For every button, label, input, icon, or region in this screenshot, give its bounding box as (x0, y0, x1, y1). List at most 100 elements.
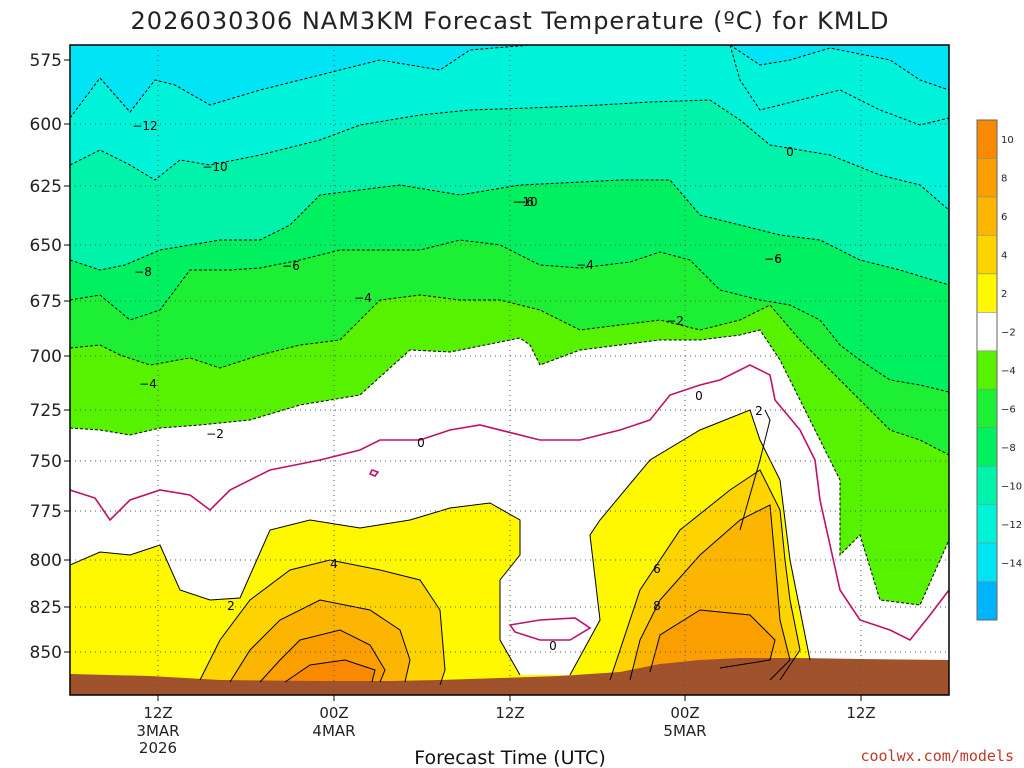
y-tick-label: 825 (30, 598, 62, 618)
colorbar-label: −8 (1001, 443, 1016, 454)
colorbar-label: 6 (1001, 212, 1007, 223)
contour-label: 2 (755, 404, 763, 418)
isotherm-zero-lower (508, 617, 592, 641)
freezing-line-contours (70, 364, 949, 642)
colorbar: 10 8 6 4 2 −2 −4 −6 −8 −10 −12 −14 (976, 119, 1022, 621)
x-tick-label: 12Z (143, 704, 172, 722)
x-tick-label: 12Z (846, 704, 875, 722)
y-tick-label: 625 (30, 177, 62, 197)
contour-label: −8 (134, 265, 152, 279)
contour-label: −10 (512, 195, 537, 209)
contour-label: −4 (354, 291, 372, 305)
grid-lines (70, 45, 949, 695)
fill-band-plus-10 (285, 660, 375, 682)
y-tick-label: 600 (30, 115, 62, 135)
colorbar-swatch (977, 504, 997, 544)
isotherm-minus-2 (70, 329, 949, 606)
colorbar-label: 2 (1001, 289, 1007, 300)
contour-label: −12 (132, 119, 157, 133)
isotherm-minus-8 (70, 179, 949, 286)
contour-label: −2 (206, 427, 224, 441)
contour-label: 4 (330, 557, 338, 571)
solid-positive-contours (70, 409, 811, 686)
contour-label: −4 (576, 258, 594, 272)
colorbar-swatch (977, 312, 997, 352)
colorbar-label: 4 (1001, 251, 1007, 262)
x-tick-date: 5MAR (663, 722, 706, 740)
x-tick-label: 12Z (495, 704, 524, 722)
colorbar-swatch (977, 120, 997, 159)
contour-lines (70, 45, 949, 686)
colorbar-swatch (977, 543, 997, 583)
y-tick-label: 700 (30, 347, 62, 367)
temperature-fills (70, 45, 949, 695)
x-tick-year: 2026 (139, 739, 177, 757)
colorbar-label: 10 (1001, 135, 1014, 146)
y-tick-label: 775 (30, 502, 62, 522)
y-tick-label: 725 (30, 401, 62, 421)
colorbar-label: −12 (1001, 520, 1022, 531)
colorbar-swatch (977, 389, 997, 429)
isotherm-zero-main (70, 364, 949, 642)
contour-label: −10 (202, 160, 227, 174)
isotherm-plus-8 (259, 609, 776, 683)
isotherm-plus-12 (739, 409, 771, 531)
isotherm-zero-pocket (368, 469, 380, 477)
y-tick-label: 675 (30, 292, 62, 312)
x-tick-label: 00Z (670, 704, 699, 722)
colorbar-label: 8 (1001, 174, 1007, 185)
contour-label: 6 (653, 562, 661, 576)
y-tick-label: 750 (30, 452, 62, 472)
isotherm-plus-10 (284, 659, 376, 683)
isotherm-minus-14 (729, 45, 949, 91)
contour-label: −2 (666, 314, 684, 328)
credit-text: coolwx.com/models (860, 747, 1014, 765)
y-tick-label: 850 (30, 643, 62, 663)
isotherm-plus-4 (199, 469, 801, 686)
contour-label: 8 (653, 599, 661, 613)
contour-label: 0 (695, 389, 703, 403)
contour-label: −6 (764, 252, 782, 266)
colorbar-swatch (977, 350, 997, 390)
colorbar-swatch (977, 427, 997, 467)
colorbar-label: −10 (1001, 481, 1022, 492)
isotherm-plus-2 (70, 409, 811, 676)
colorbar-label: −2 (1001, 328, 1016, 339)
colorbar-swatch (977, 466, 997, 506)
isotherm-plus-6 (229, 504, 791, 683)
contour-label: 0 (417, 436, 425, 450)
colorbar-swatch (977, 158, 997, 198)
x-tick-label: 00Z (319, 704, 348, 722)
y-tick-label: 800 (30, 551, 62, 571)
y-tick-label: 575 (30, 51, 62, 71)
colorbar-swatch (977, 235, 997, 275)
isotherm-minus-12 (70, 45, 949, 126)
terrain-fill (70, 658, 949, 695)
x-axis-label: Forecast Time (UTC) (414, 747, 605, 768)
dashed-negative-contours (70, 45, 949, 606)
contour-label: 0 (786, 145, 794, 159)
colorbar-label: −6 (1001, 404, 1016, 415)
x-tick-date: 4MAR (312, 722, 355, 740)
contour-label: −6 (764, 252, 782, 266)
isotherm-minus-6 (70, 239, 949, 393)
contour-label: −6 (516, 195, 534, 209)
colorbar-swatch (977, 581, 997, 621)
colorbar-swatch (977, 196, 997, 236)
contour-label: −6 (282, 259, 300, 273)
fill-band-plus-6 (230, 505, 790, 682)
y-axis: 575 600 625 650 675 700 725 750 775 800 825 850 (30, 51, 70, 663)
colorbar-frame (976, 119, 998, 621)
colorbar-label: −14 (1001, 558, 1022, 569)
chart-title: 2026030306 NAM3KM Forecast Temperature (… (131, 7, 890, 35)
isotherm-minus-10 (70, 99, 949, 211)
colorbar-label: −4 (1001, 366, 1016, 377)
x-tick-date: 3MAR (136, 722, 179, 740)
contour-label: 2 (227, 599, 235, 613)
isotherm-minus-4 (70, 294, 949, 456)
contour-label: −4 (139, 377, 157, 391)
contour-label: 0 (549, 639, 557, 653)
